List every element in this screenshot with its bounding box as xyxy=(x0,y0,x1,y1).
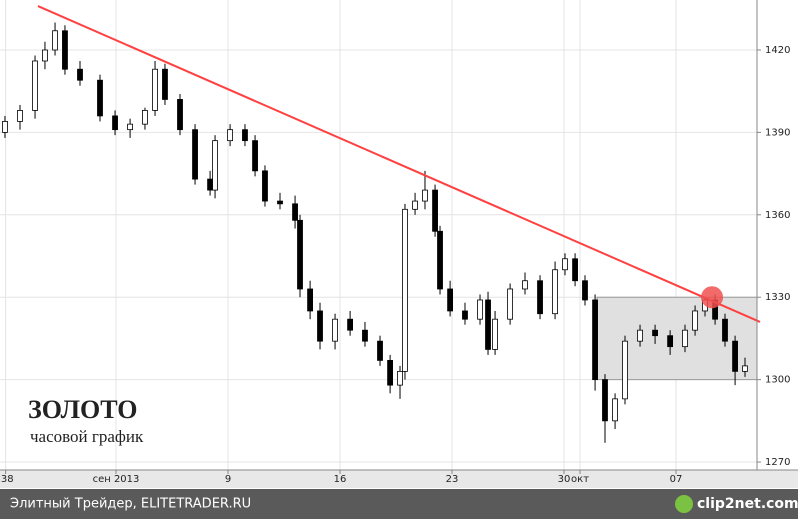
trend-line xyxy=(37,5,761,323)
candle-body xyxy=(422,189,428,202)
candle-body xyxy=(622,340,628,400)
x-tick-label: :38 xyxy=(0,474,14,485)
candle-body xyxy=(387,359,394,386)
y-tick-label: 1270 xyxy=(765,457,790,468)
candle-body xyxy=(507,288,514,320)
x-tick-label: 9 xyxy=(225,474,231,485)
candle-body xyxy=(552,269,558,315)
candle-body xyxy=(637,329,643,342)
x-tick-label: 16 xyxy=(334,474,347,485)
x-tick-label: сен 2013 xyxy=(93,474,140,485)
candle-body xyxy=(297,219,303,290)
candle-body xyxy=(277,200,283,205)
candle-body xyxy=(262,170,268,202)
candle-body xyxy=(537,280,543,315)
plot xyxy=(2,5,761,443)
candle-body xyxy=(437,230,443,290)
candle-body xyxy=(252,140,258,172)
candle-body xyxy=(227,129,233,142)
candle-body xyxy=(667,335,674,348)
candle-body xyxy=(362,329,368,342)
candle-body xyxy=(447,288,454,312)
candle-body xyxy=(192,129,198,180)
candle-body xyxy=(562,258,568,271)
candle-body xyxy=(377,340,383,361)
candle-body xyxy=(602,379,608,422)
y-tick-label: 1420 xyxy=(765,45,790,56)
candle-body xyxy=(652,329,658,337)
candle-body xyxy=(332,318,338,342)
candle-body xyxy=(162,68,168,100)
candle-body xyxy=(2,121,8,133)
candle-body xyxy=(77,68,83,81)
candle-body xyxy=(492,318,498,350)
candle-body xyxy=(682,329,688,348)
candle-body xyxy=(207,178,213,191)
candle-body xyxy=(62,30,68,70)
candle-body xyxy=(152,68,158,111)
candle-body xyxy=(347,318,353,331)
candle-body xyxy=(212,140,218,191)
candle-body xyxy=(242,129,248,142)
candle-body xyxy=(722,318,728,342)
candle-body xyxy=(592,299,598,381)
x-tick-label: 30 xyxy=(558,474,571,485)
candle-body xyxy=(97,79,103,117)
candle-body xyxy=(412,200,418,210)
candle-body xyxy=(477,299,483,320)
y-tick-label: 1300 xyxy=(765,375,790,386)
candle-body xyxy=(485,299,491,350)
axes: 1270 1300 1330 1360 1390 1420 :38 сен 2013 9 16 23… xyxy=(0,45,790,485)
candle-body xyxy=(692,310,698,331)
candle-body xyxy=(612,398,618,422)
candle-body xyxy=(42,49,48,62)
x-tick-label: 23 xyxy=(446,474,459,485)
candle-body xyxy=(17,110,23,122)
x-axis-band xyxy=(0,470,798,488)
footer-logo: clip2net.com xyxy=(697,496,798,512)
candle-body xyxy=(307,288,313,312)
candle-body xyxy=(432,189,438,232)
x-tick-label: 07 xyxy=(670,474,683,485)
chart-subtitle: часовой график xyxy=(30,427,144,446)
logo-icon xyxy=(675,495,693,513)
candle-body xyxy=(177,99,183,131)
candle-body xyxy=(522,280,528,290)
candle-body xyxy=(397,370,403,386)
candle-body xyxy=(572,258,578,282)
candle-body xyxy=(317,310,323,342)
candle-body xyxy=(732,340,738,372)
touch-marker xyxy=(701,286,724,309)
candle-body xyxy=(52,30,58,51)
grid xyxy=(0,0,757,470)
candle-body xyxy=(32,60,38,111)
candle-body xyxy=(742,365,748,372)
candle-body xyxy=(462,310,468,320)
candle-body xyxy=(127,123,133,131)
y-tick-label: 1390 xyxy=(765,127,790,138)
candle-body xyxy=(582,280,588,301)
candle-body xyxy=(402,208,408,372)
candle-body xyxy=(292,203,298,221)
x-tick-label: окт xyxy=(571,474,589,485)
candle-body xyxy=(142,110,148,125)
y-tick-label: 1360 xyxy=(765,210,790,221)
y-tick-label: 1330 xyxy=(765,292,790,303)
footer-source: Элитный Трейдер, ELITETRADER.RU xyxy=(10,497,251,512)
chart-title: ЗОЛОТО xyxy=(28,395,137,424)
candle-body xyxy=(112,115,118,131)
footer-bar xyxy=(0,489,798,519)
